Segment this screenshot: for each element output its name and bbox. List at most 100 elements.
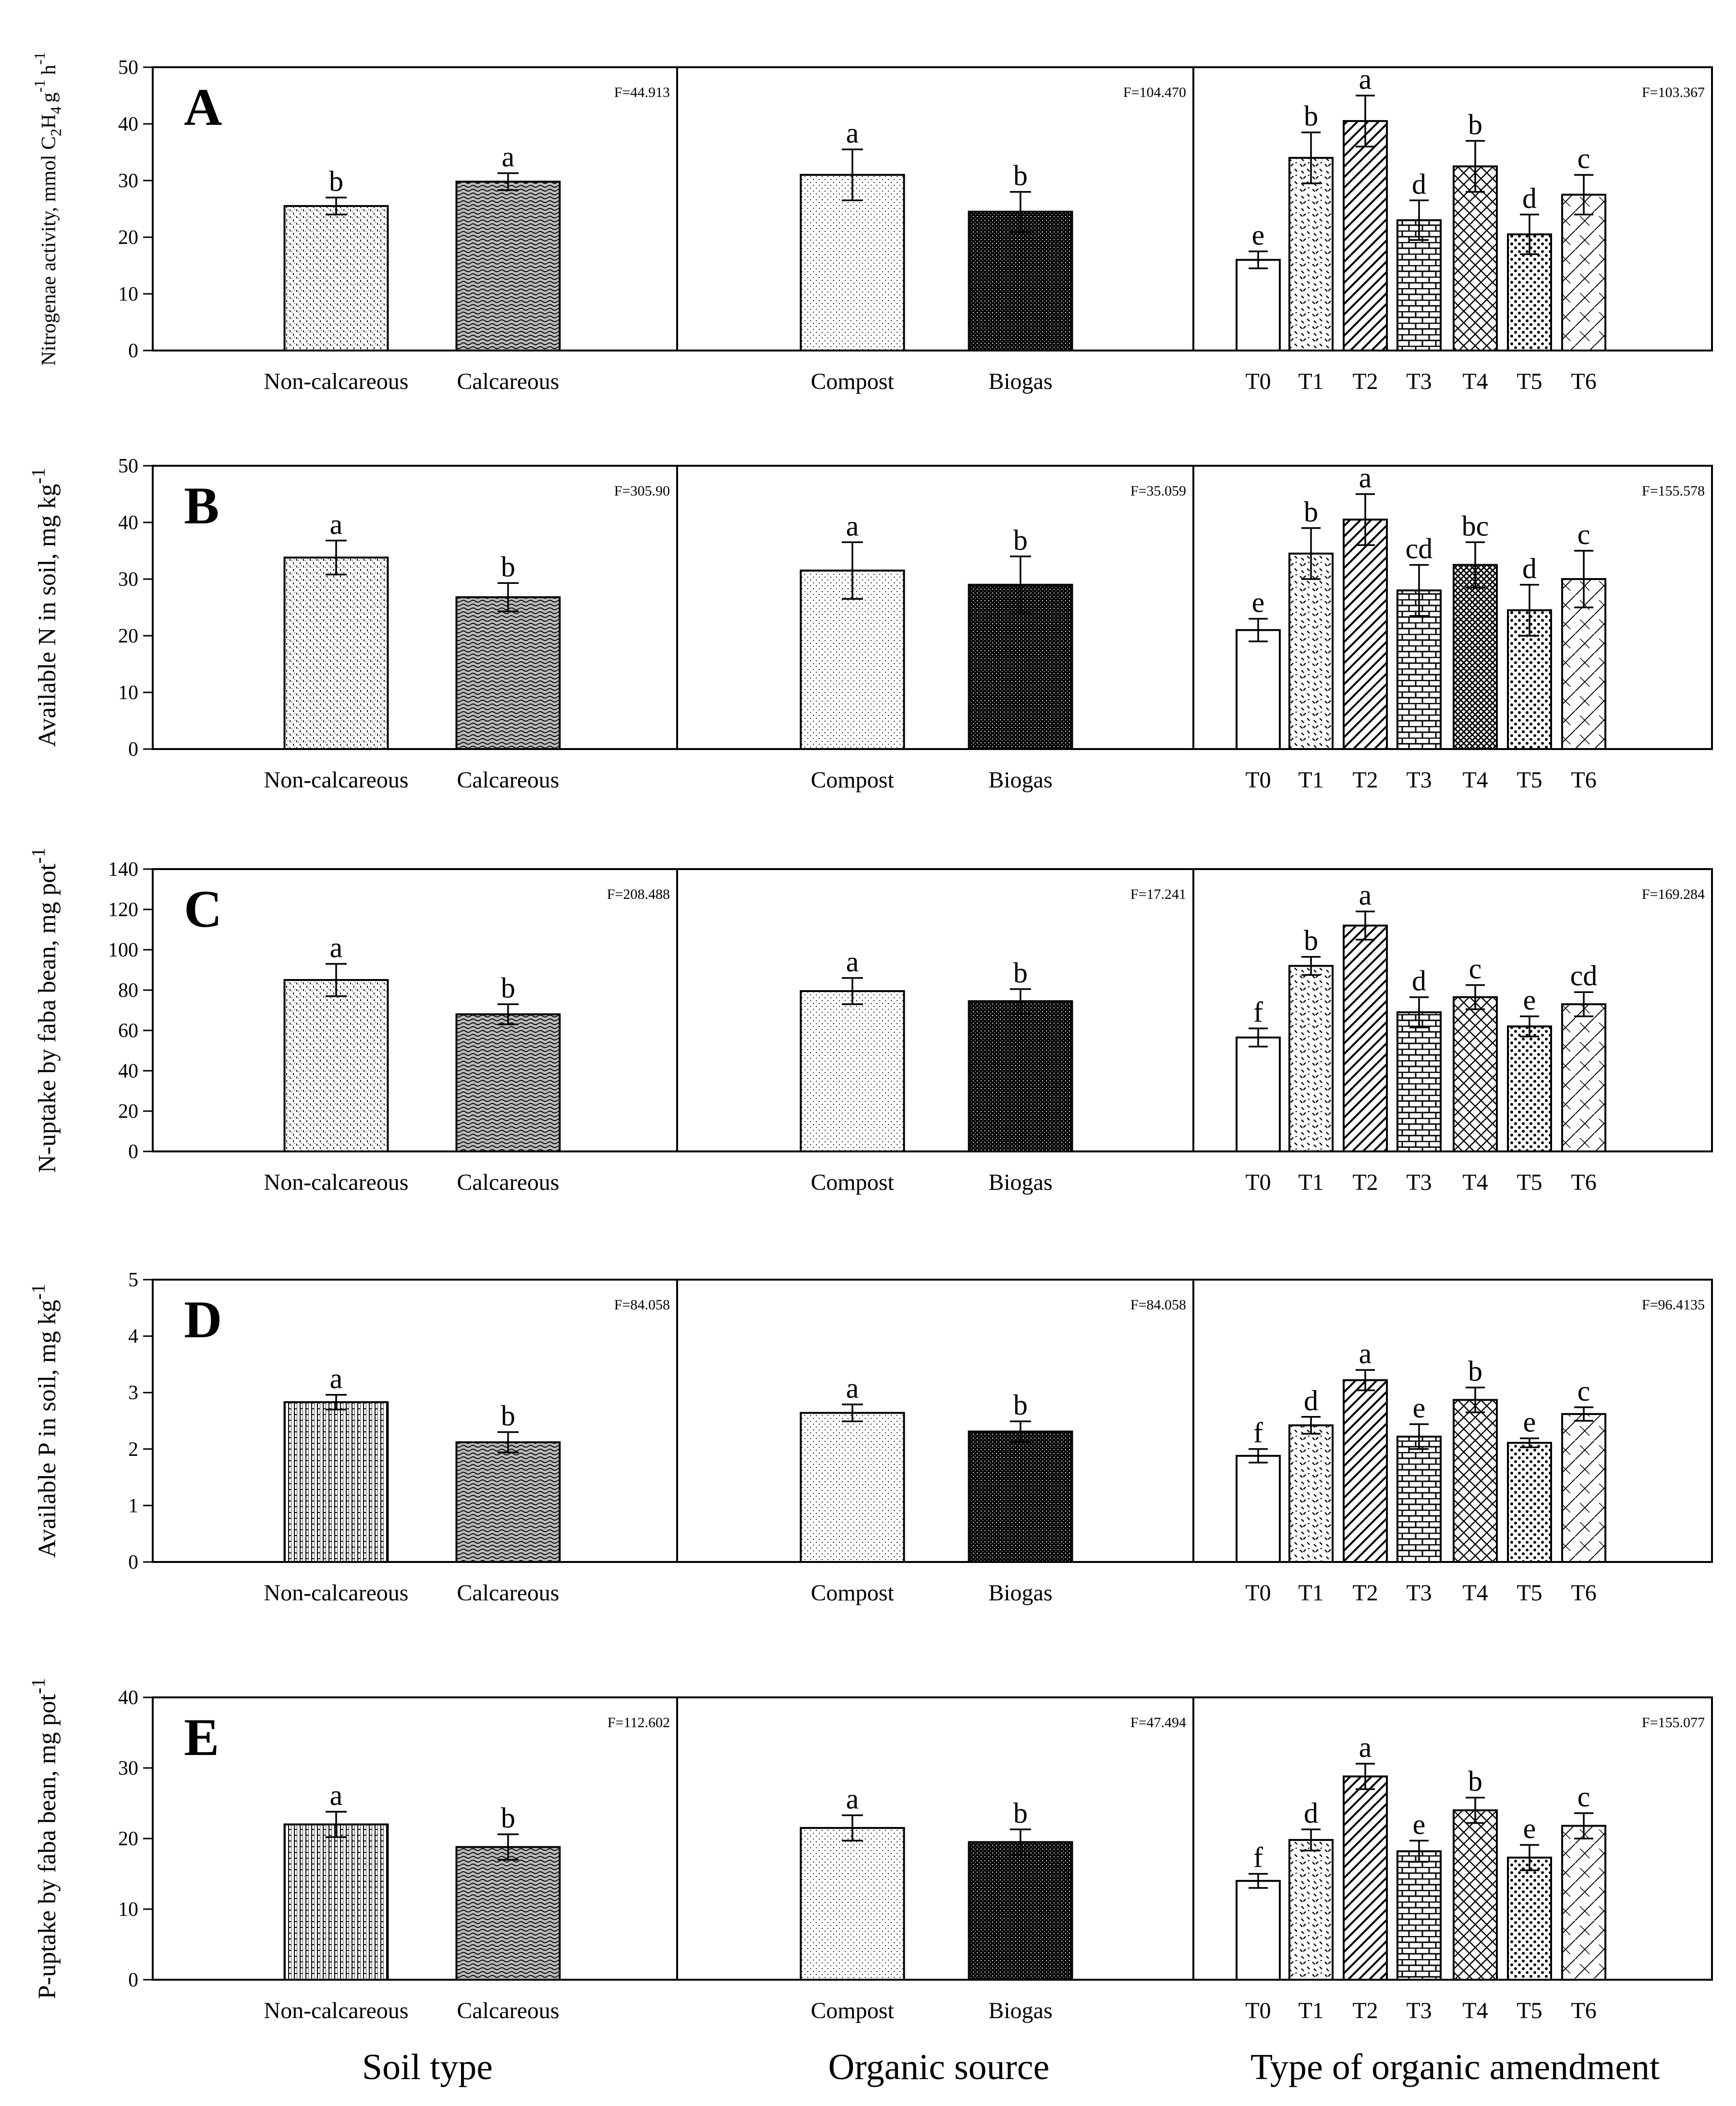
x-tick-label: T6 (1571, 1998, 1596, 2023)
y-tick-label: 60 (118, 1020, 138, 1042)
significance-letter: a (330, 932, 343, 963)
x-tick-label: Non-calcareous (264, 1998, 408, 2023)
panel-B: 0 10 20 30 40 50 B Available N in soil, mg kg-1… (27, 455, 1713, 793)
bar (455, 1013, 561, 1152)
significance-letter: e (1523, 1813, 1536, 1844)
bar (283, 1823, 389, 1981)
y-tick-label: 50 (118, 455, 138, 477)
y-tick-label: 40 (118, 512, 138, 534)
x-tick-label: Calcareous (457, 1580, 559, 1606)
significance-letter: b (1304, 925, 1318, 956)
plot-frame (152, 868, 1713, 1152)
x-tick-label: T3 (1406, 1998, 1432, 2023)
x-tick-label: T3 (1406, 1580, 1432, 1606)
plot-frame (152, 66, 1713, 351)
bar (800, 1827, 905, 1981)
bar (455, 181, 561, 351)
x-tick-label: T1 (1298, 1580, 1323, 1606)
significance-letter: c (1578, 1781, 1590, 1813)
bar (283, 1401, 389, 1563)
group-title: Type of organic amendment (1250, 2047, 1660, 2087)
bar (1453, 1809, 1498, 1981)
bar (283, 557, 389, 750)
panel-D: 0 1 2 3 4 5 D Available P in soil, mg kg-1 F=84.… (27, 1269, 1713, 1606)
y-tick-label: 10 (118, 1899, 138, 1921)
panel-letter: D (184, 1290, 222, 1349)
bar (1343, 120, 1388, 351)
group-title: Organic source (828, 2047, 1050, 2087)
x-tick-label: T6 (1571, 1170, 1596, 1195)
significance-letter: b (329, 165, 343, 197)
x-tick-label: T4 (1462, 369, 1488, 394)
significance-letter: a (1359, 1338, 1372, 1369)
y-tick-label: 30 (118, 569, 138, 591)
y-tick-label: 40 (118, 1687, 138, 1709)
x-tick-label: T4 (1462, 1580, 1488, 1606)
bar (1453, 1399, 1498, 1563)
plot-frame (152, 1279, 1713, 1563)
bar (800, 990, 905, 1153)
bar (455, 1441, 561, 1563)
bar (1236, 1036, 1281, 1152)
bar (1236, 1454, 1281, 1563)
significance-letter: f (1253, 1417, 1263, 1449)
significance-letter: b (501, 1802, 515, 1834)
bar (1561, 1003, 1606, 1152)
significance-letter: b (1468, 109, 1482, 140)
y-tick-label: 30 (118, 170, 138, 192)
x-tick-label: Calcareous (457, 1998, 559, 2023)
panel-A: 0 10 20 30 40 50 A Nitrogenae activity, mmol C2… (31, 52, 1713, 394)
bar (283, 979, 389, 1152)
x-tick-label: T5 (1517, 369, 1542, 394)
y-tick-label: 0 (128, 1969, 138, 1991)
f-statistic: F=44.913 (614, 85, 670, 100)
f-statistic: F=208.488 (607, 886, 670, 902)
x-tick-label: Non-calcareous (264, 1580, 408, 1606)
significance-letter: b (501, 1400, 515, 1432)
x-tick-label: Compost (811, 767, 894, 793)
bar (1396, 1850, 1442, 1981)
f-statistic: F=169.284 (1642, 886, 1705, 902)
x-tick-label: Non-calcareous (264, 1170, 408, 1195)
significance-letter: cd (1570, 960, 1598, 992)
x-tick-label: T1 (1298, 767, 1323, 793)
significance-letter: e (1523, 984, 1536, 1016)
y-axis-label: N-uptake by faba bean, mg pot-1 (27, 847, 61, 1173)
significance-letter: a (330, 508, 343, 540)
f-statistic: F=104.470 (1123, 85, 1186, 100)
f-statistic: F=112.602 (607, 1715, 670, 1731)
bar (455, 1846, 561, 1981)
f-statistic: F=155.077 (1642, 1715, 1705, 1731)
x-tick-label: T0 (1245, 1998, 1271, 2023)
significance-letter: b (1013, 957, 1028, 989)
bar (1396, 219, 1442, 351)
plot-frame (152, 465, 1713, 750)
significance-letter: c (1578, 1375, 1590, 1407)
significance-letter: a (846, 1372, 859, 1404)
bar (1507, 1856, 1552, 1981)
y-tick-label: 50 (118, 57, 138, 79)
y-tick-label: 5 (128, 1269, 138, 1291)
bar (968, 1000, 1073, 1153)
x-tick-label: Compost (811, 1170, 894, 1195)
y-tick-label: 20 (118, 227, 138, 249)
x-tick-label: T0 (1245, 767, 1271, 793)
x-tick-label: T1 (1298, 1170, 1323, 1195)
significance-letter: c (1469, 953, 1482, 985)
y-tick-label: 10 (118, 682, 138, 704)
y-tick-label: 0 (128, 738, 138, 761)
bar (1236, 259, 1281, 352)
significance-letter: b (1304, 496, 1318, 528)
f-statistic: F=35.059 (1130, 483, 1186, 499)
significance-letter: a (330, 1779, 343, 1811)
bar (1236, 629, 1281, 750)
bar (968, 1430, 1073, 1563)
x-tick-label: Biogas (988, 369, 1052, 394)
significance-letter: b (1304, 100, 1318, 132)
bar (1288, 1424, 1334, 1563)
x-tick-label: T6 (1571, 767, 1596, 793)
y-tick-label: 3 (128, 1382, 138, 1404)
significance-letter: e (1413, 1392, 1426, 1424)
panel-letter: A (184, 78, 222, 136)
